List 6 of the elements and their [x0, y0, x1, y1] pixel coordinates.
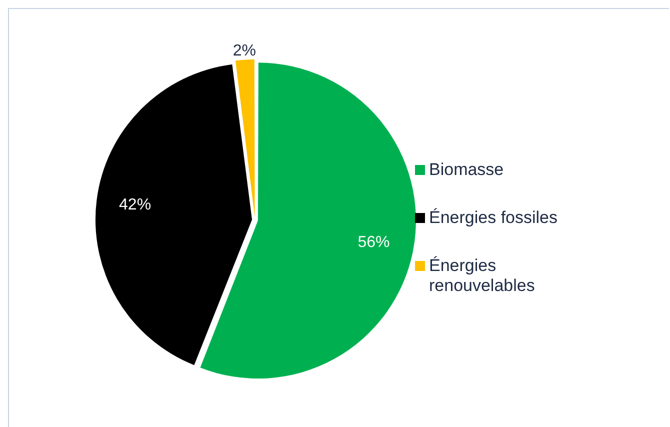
legend-label: Énergies renouvelables	[429, 256, 536, 296]
data-label: 56%	[358, 234, 390, 252]
legend-label: Biomasse	[429, 160, 504, 180]
data-label: 42%	[119, 196, 152, 214]
legend-label: Énergies fossiles	[429, 208, 558, 228]
data-label: 2%	[232, 42, 256, 60]
